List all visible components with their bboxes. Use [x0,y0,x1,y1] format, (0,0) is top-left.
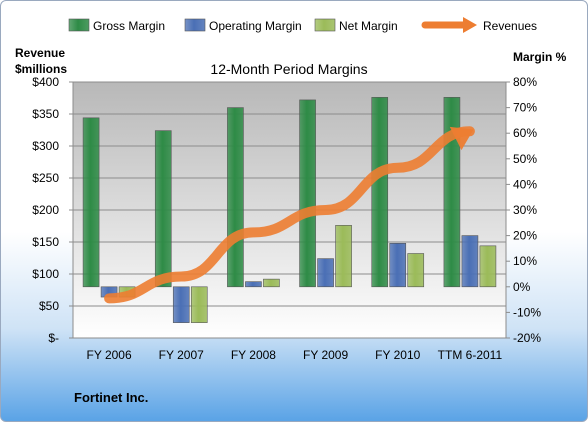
right-axis-title: Margin % [513,50,567,64]
left-tick-label: $100 [32,267,59,281]
chart-title: 12-Month Period Margins [210,61,367,77]
net-bar [335,225,352,288]
gross-bar [371,97,389,288]
revenues-legend-arrowhead [463,17,477,33]
revenues-line [104,126,475,304]
left-tick-label: $250 [32,171,59,185]
right-tick-label: 60% [513,126,537,140]
right-tick-label: 20% [513,229,537,243]
right-tick-label: 70% [513,101,537,115]
left-tick-label: $150 [32,235,59,249]
net-bar [407,253,425,288]
right-tick-label: 0% [513,280,531,294]
left-tick-label: $400 [32,75,59,89]
category-label: FY 2008 [231,348,276,362]
net-bar [190,286,208,323]
operating-legend-label: Operating Margin [209,19,302,33]
revenues-arrowhead [449,126,474,151]
right-tick-label: 10% [513,254,537,268]
category-label: FY 2009 [303,348,348,362]
category-label: FY 2010 [375,348,420,362]
net-legend-label: Net Margin [339,19,398,33]
operating-bar [172,286,190,323]
net-bar [479,245,497,288]
gross-bar [154,130,172,288]
gross-bar [82,117,100,288]
left-tick-label: $50 [39,299,59,313]
gross-bar [227,107,244,288]
net-bar [263,278,280,288]
gross-legend-swatch [68,18,90,32]
operating-bar [461,235,479,288]
right-tick-label: 80% [513,75,537,89]
net-legend-swatch [314,18,336,32]
gross-bar [443,97,461,288]
right-tick-label: -20% [513,331,541,345]
operating-bar [245,281,262,288]
category-label: FY 2006 [87,348,132,362]
category-label: TTM 6-2011 [438,348,503,362]
left-axis-title-unit: $millions [15,62,67,76]
left-tick-label: $200 [32,203,59,217]
revenues-legend-label: Revenues [483,19,537,33]
operating-bar [317,258,334,288]
gross-legend-label: Gross Margin [93,19,165,33]
right-tick-label: 40% [513,177,537,191]
left-axis-title: Revenue [15,46,65,60]
left-tick-label: $- [48,331,59,345]
operating-legend-swatch [184,18,206,32]
right-tick-label: -10% [513,305,541,319]
right-tick-label: 30% [513,203,537,217]
left-tick-label: $300 [32,139,59,153]
operating-bar [389,242,407,288]
right-tick-label: 50% [513,152,537,166]
category-label: FY 2007 [159,348,204,362]
company-name: Fortinet Inc. [74,390,149,405]
gross-bar [299,99,316,288]
left-tick-label: $350 [32,107,59,121]
